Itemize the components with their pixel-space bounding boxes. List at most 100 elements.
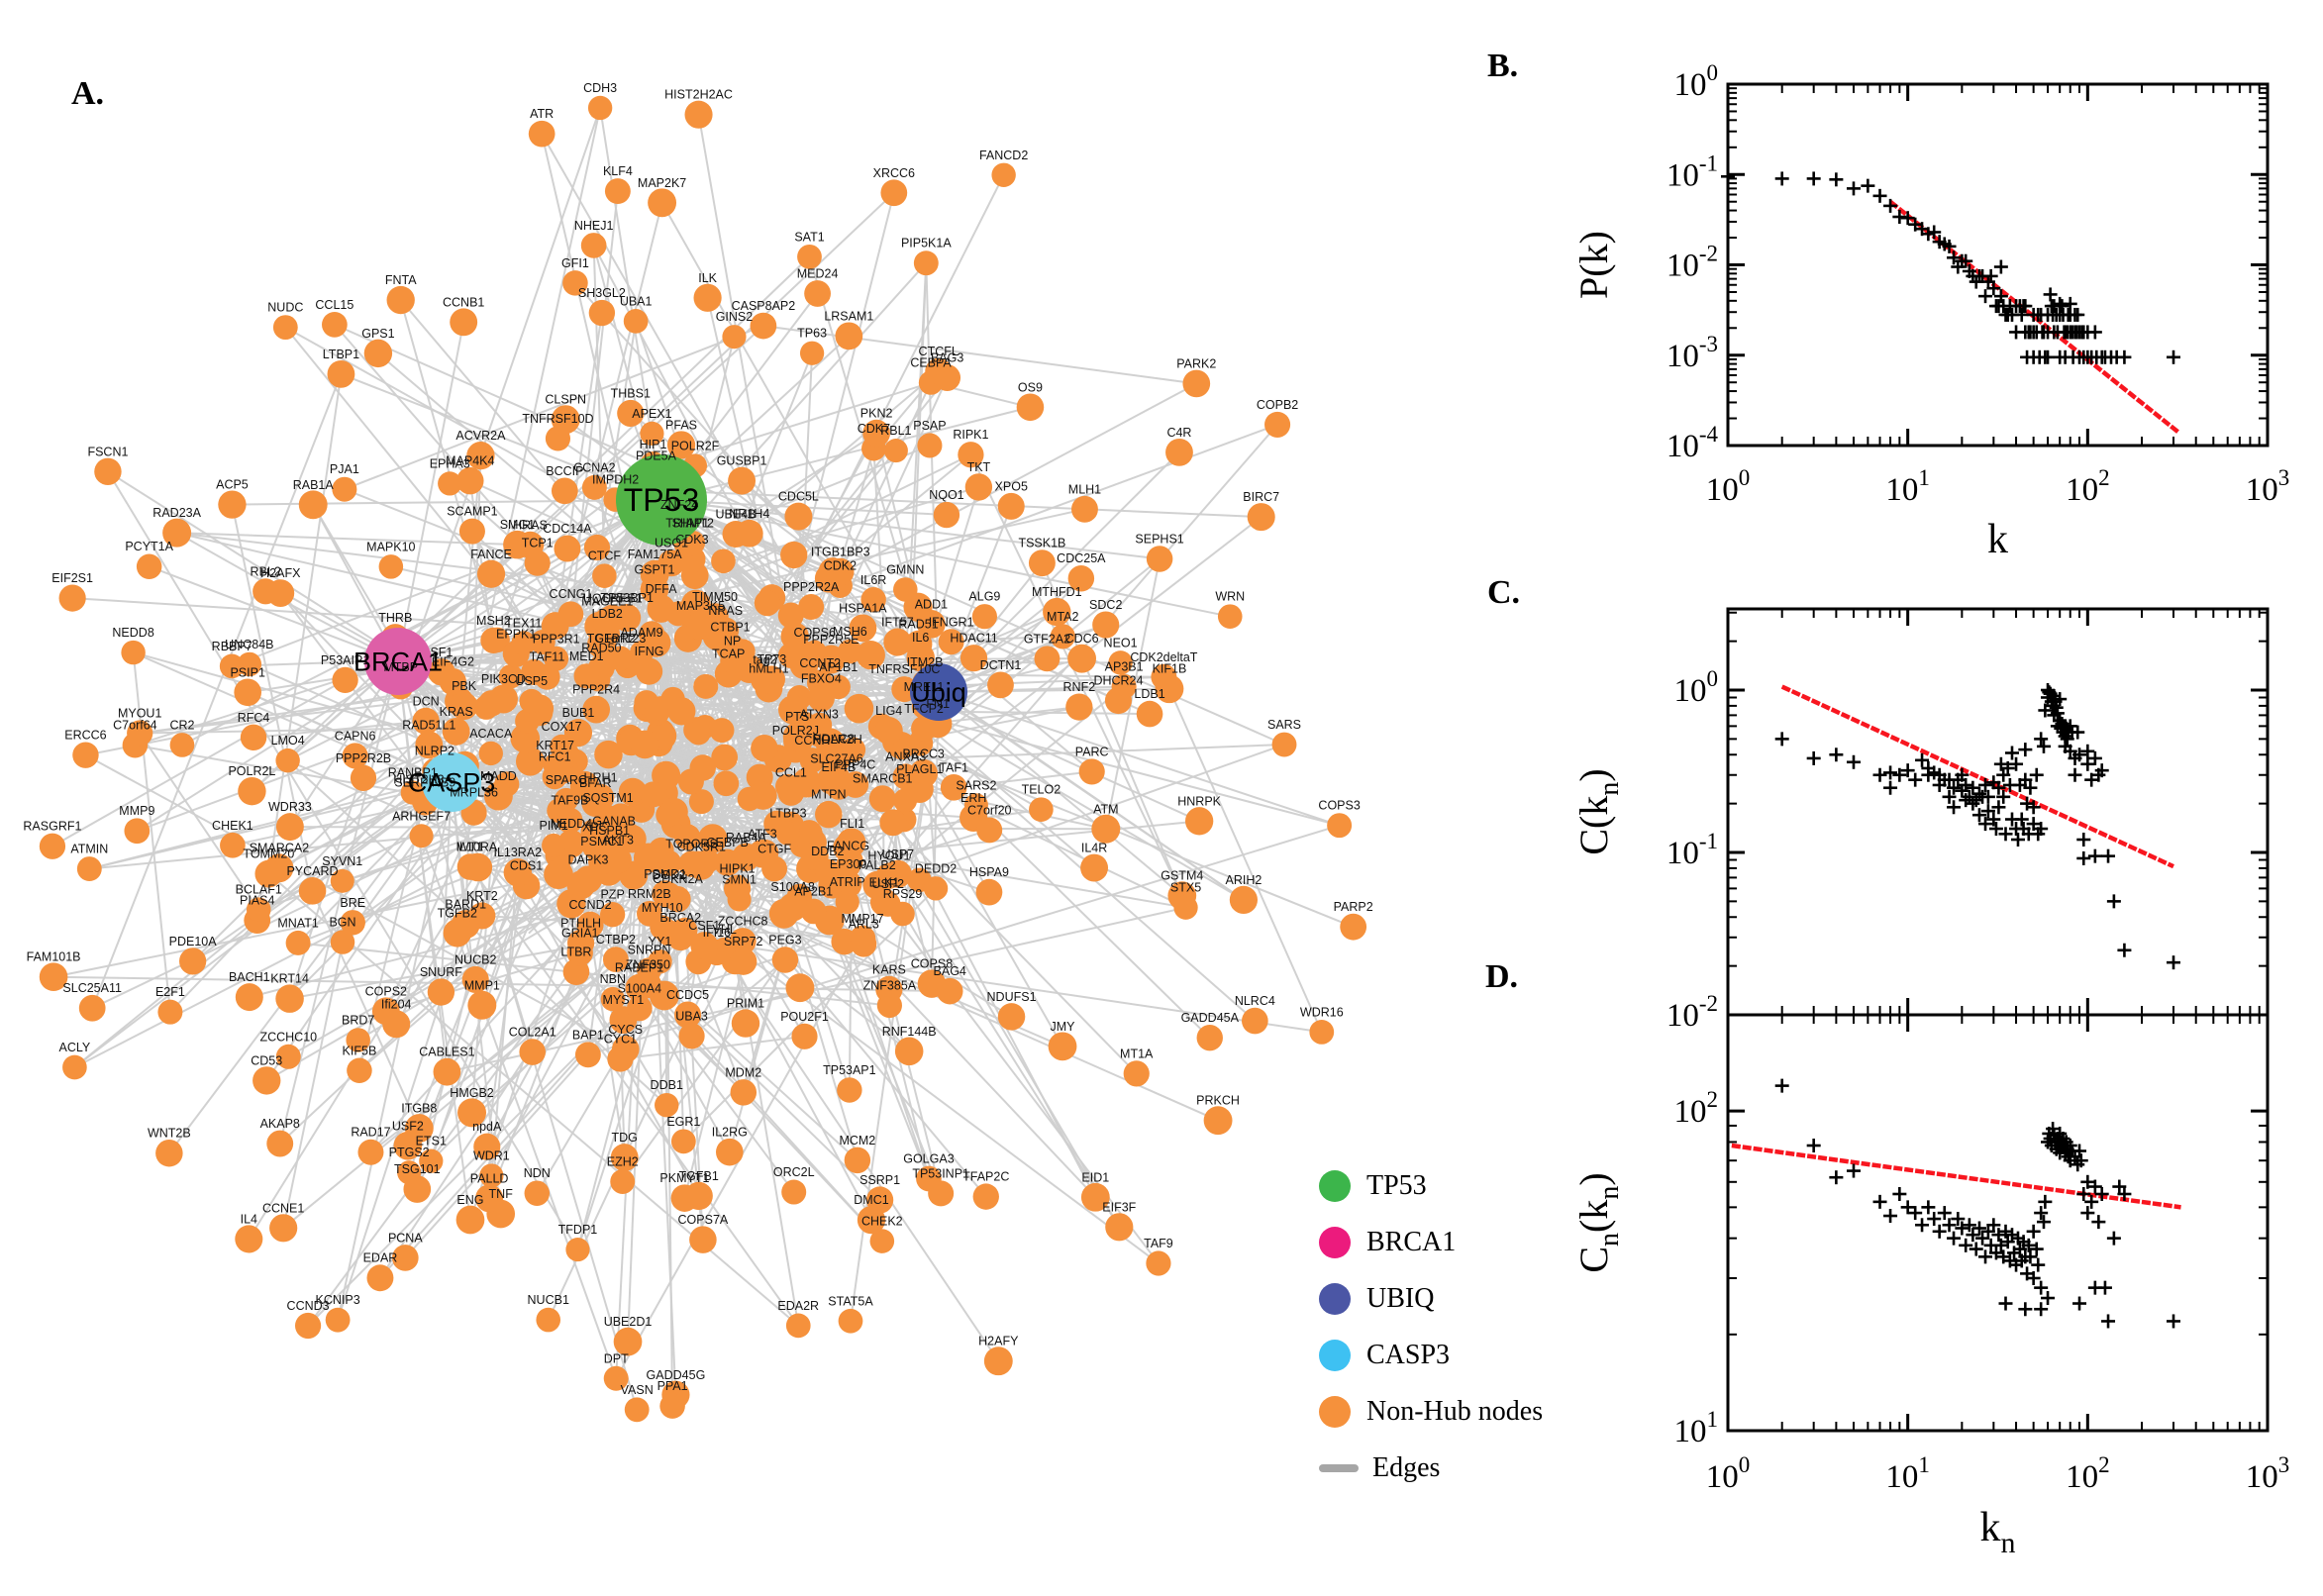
gene-label: PPP4C (835, 757, 875, 771)
gene-label: CD53 (251, 1053, 282, 1067)
gene-label: NDUFS1 (987, 990, 1037, 1004)
gene-label: PTS (785, 710, 809, 724)
non-hub-node (958, 442, 984, 468)
gene-label: MSH6 (833, 625, 867, 639)
non-hub-node (875, 862, 903, 889)
gene-label: ACACA (469, 727, 513, 741)
gene-label: ATM (1093, 802, 1118, 816)
non-hub-node (443, 919, 472, 948)
gene-label: WT1 (457, 841, 483, 854)
non-hub-node (815, 858, 841, 884)
gene-label: MED24 (797, 266, 839, 280)
gene-label: DCN (413, 694, 440, 708)
gene-label: POLR2L (228, 764, 275, 778)
gene-label: ATMIN (70, 843, 108, 856)
gene-label: IL4 (241, 1212, 257, 1226)
non-hub-node (536, 1307, 561, 1333)
network-labels: ZNF24 USF2 MCM2 ORC2L BCCIP CCNB1 CDK3 WDR33 POL… (23, 81, 1372, 1397)
non-hub-core-node (515, 708, 540, 734)
non-hub-node (542, 833, 566, 857)
gene-label: COX17 (542, 720, 582, 734)
gene-label: TAF9B (551, 794, 588, 808)
gene-label: PLAGL1 (896, 762, 943, 776)
non-hub-node (554, 535, 581, 562)
plot-box-b (1726, 82, 2270, 448)
gene-label: XPO5 (995, 479, 1028, 493)
gene-label: EP300 (830, 857, 867, 871)
non-hub-node (586, 783, 615, 812)
non-hub-node (827, 557, 855, 586)
gene-label: MRPL36 (450, 786, 498, 800)
non-hub-node (1182, 369, 1211, 398)
gene-label: MLH1 (1068, 482, 1101, 496)
gene-label: NBN (600, 972, 626, 986)
non-hub-node (330, 930, 355, 954)
gene-label: IL10RA (456, 840, 498, 853)
non-hub-core-node (648, 837, 674, 863)
gene-label: RAD17 (351, 1126, 390, 1140)
non-hub-node (593, 607, 622, 636)
gene-label: EPHA3 (430, 456, 470, 470)
gene-label: BGN (329, 916, 355, 930)
non-hub-node (883, 439, 908, 463)
gene-label: CEBPA (910, 356, 952, 370)
gene-label: IL2RG (712, 1126, 748, 1140)
non-hub-node (791, 1023, 818, 1049)
non-hub-node (775, 821, 801, 846)
non-hub-node (1173, 895, 1198, 920)
non-hub-node (62, 1054, 87, 1080)
non-hub-node (240, 724, 267, 751)
non-hub-node (479, 1163, 504, 1188)
gene-label: LMO4 (271, 734, 305, 748)
gene-label: HSPA1A (839, 601, 887, 615)
hub-label-tp53: TP53 (624, 482, 699, 518)
hub-label-ubiq: Ubiq (911, 677, 966, 707)
gene-label: STX5 (1170, 881, 1201, 895)
gene-label: POLR2J (772, 724, 819, 738)
gene-label: PRIM1 (727, 997, 764, 1011)
non-hub-node (837, 1077, 862, 1103)
x-tick-label: 103 (2246, 465, 2290, 508)
non-hub-node (179, 948, 207, 975)
gene-label: ENG (456, 1193, 483, 1207)
gene-label: EIF4B (822, 760, 857, 774)
non-hub-node (799, 748, 826, 773)
non-hub-node (735, 519, 763, 548)
gene-label: GRIA1 (561, 926, 599, 940)
non-hub-node (722, 325, 747, 349)
non-hub-node (836, 853, 861, 879)
non-hub-node (842, 771, 869, 798)
gene-label: C7orf20 (967, 803, 1012, 817)
gene-label: LDB2 (592, 607, 623, 621)
gene-label: RAD50 (581, 642, 621, 655)
non-hub-node (798, 594, 825, 621)
gene-label: CR2 (169, 718, 194, 732)
non-hub-node (876, 992, 902, 1019)
non-hub-node (784, 502, 813, 531)
non-hub-node (655, 1092, 679, 1118)
non-hub-node (971, 604, 997, 630)
non-hub-node (1217, 604, 1243, 629)
gene-label: SH3GL2 (578, 286, 626, 300)
non-hub-node (963, 793, 988, 818)
non-hub-core-node (754, 590, 781, 617)
y-axis-label-d: Cn(kn) (1571, 1172, 1625, 1272)
gene-label: DMC1 (854, 1193, 888, 1207)
gene-label: SSRP1 (859, 1173, 900, 1187)
x-tick-label: 100 (1706, 1452, 1751, 1495)
non-hub-node (1048, 1032, 1077, 1061)
gene-label: CCNB1 (443, 295, 484, 309)
non-hub-node (987, 671, 1014, 699)
non-hub-node (235, 983, 263, 1012)
non-hub-node (442, 717, 470, 746)
gene-label: IL4R (1081, 842, 1107, 855)
non-hub-node (450, 308, 478, 337)
non-hub-node (480, 627, 507, 654)
non-hub-node (127, 720, 153, 747)
non-hub-node (890, 901, 915, 927)
gene-label: GADD45G (647, 1368, 706, 1382)
gene-label: FN1 (926, 697, 950, 711)
non-hub-node (456, 466, 484, 495)
gene-label: RBL2 (251, 564, 281, 578)
non-hub-node (1242, 1007, 1268, 1035)
